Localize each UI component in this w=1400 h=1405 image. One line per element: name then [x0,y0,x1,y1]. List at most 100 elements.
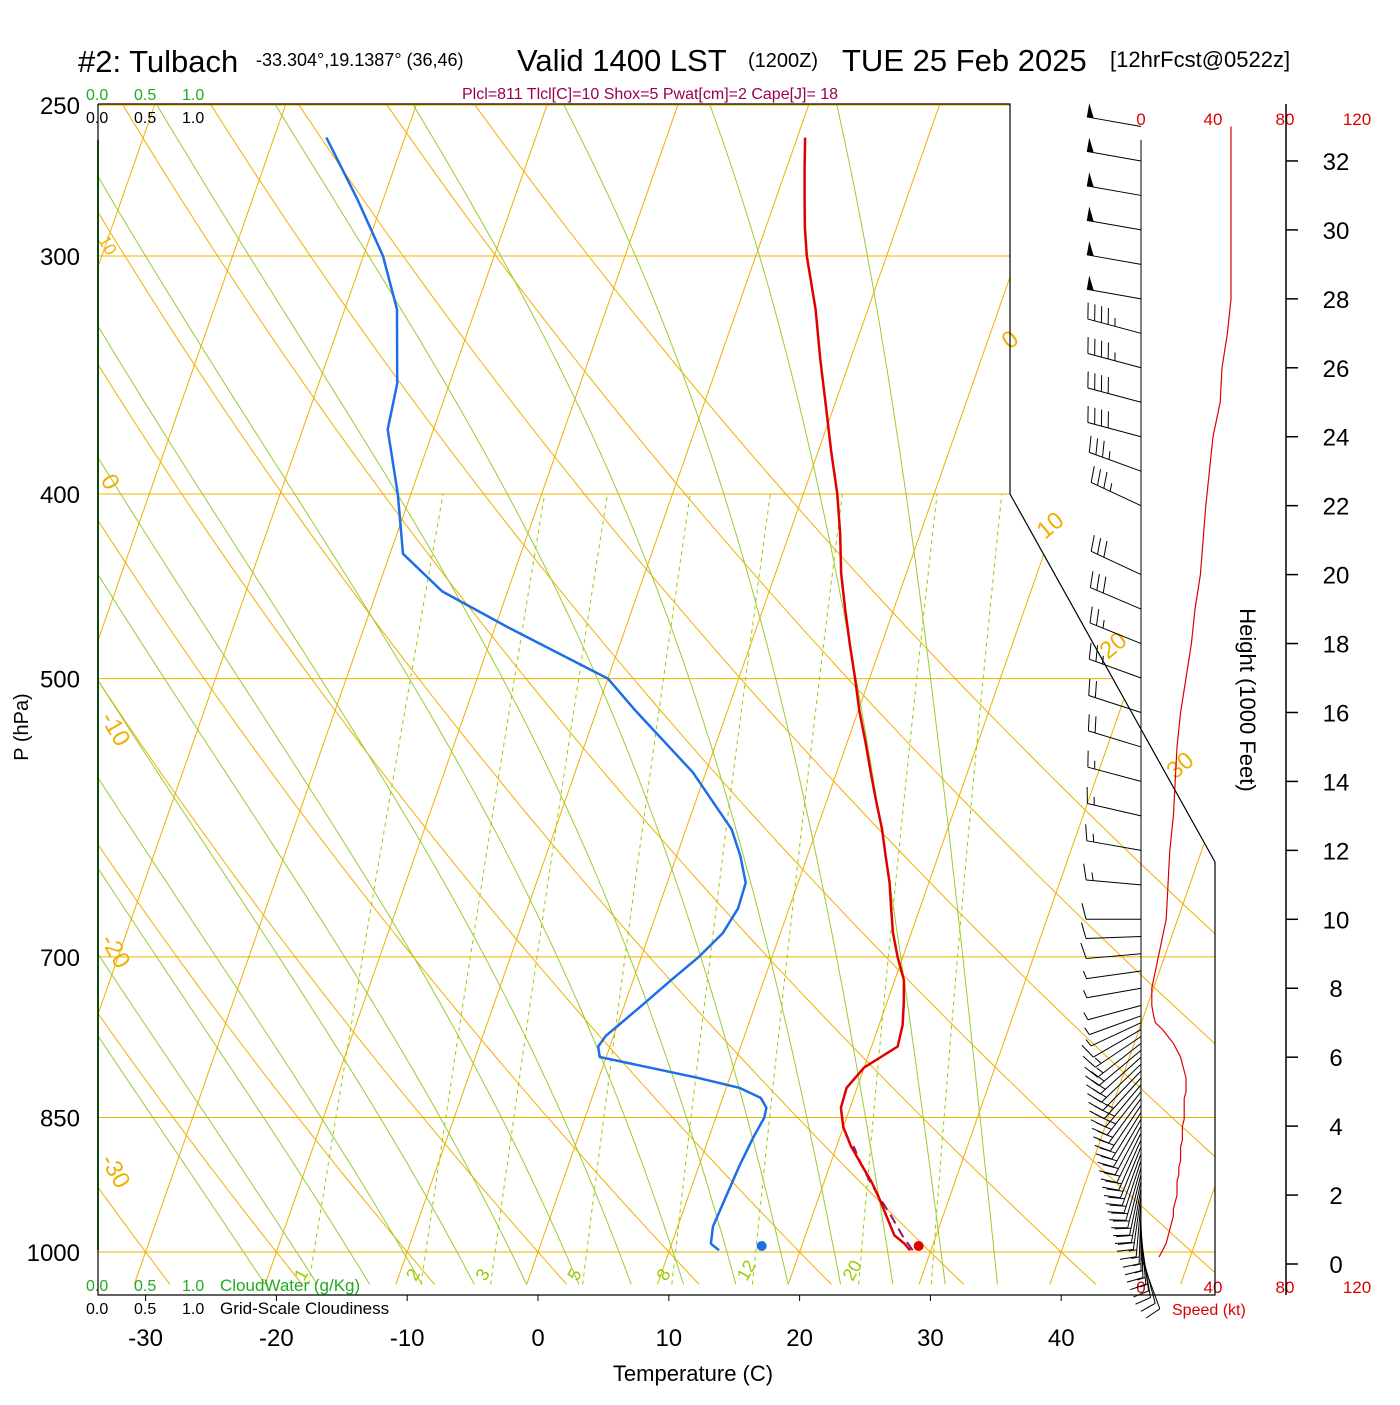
wind-barb-staff [1087,186,1141,196]
wind-barb-staff [1088,422,1141,436]
wind-barb-staff [1087,220,1141,230]
wind-barb-feather [1095,716,1096,732]
wind-barb-staff [1088,731,1141,747]
wind-barb-feather [1096,609,1098,625]
speed-profile-line [1152,127,1231,1258]
isotherm-line [1050,105,1400,1284]
utc-time: (1200Z) [748,50,818,72]
height-tick-label: 6 [1329,1045,1342,1072]
cloud-water-label: CloudWater (g/Kg) [220,1276,360,1295]
temperature-line [805,138,911,1251]
mixing-ratio-line [309,494,443,1284]
wind-barb-feather [1087,1094,1101,1103]
cloudiness-tick-bottom: 0.5 [134,1301,156,1318]
dry-adiabat-line [299,105,1360,1284]
moist-adiabat-line [413,105,840,1284]
mixing-ratio-line [583,494,691,1284]
wind-barb-feather [1103,577,1106,593]
mixing-ratio-line [672,494,771,1284]
wind-barb-feather [1146,1309,1160,1318]
height-tick-label: 30 [1323,218,1350,245]
wind-barb-feather [1083,1056,1095,1067]
sounding-profiles [326,138,923,1251]
wind-barb-staff [1086,937,1141,939]
wind-barb-staff [1087,255,1141,265]
wind-barb-feather [1141,1303,1155,1311]
wind-barb-feather [1109,1220,1125,1221]
wind-barb-feather [1097,469,1100,485]
wind-barb-staff [1089,1016,1141,1035]
wind-barb-feather [1098,1162,1114,1167]
speed-axis-title: Speed (kt) [1172,1302,1246,1319]
wind-barb-half-feather [1084,1013,1088,1020]
theta-label: 30 [1162,747,1200,785]
pressure-tick-label: 500 [40,667,80,694]
dewpoint-line [326,138,766,1251]
wind-barb-feather [1089,679,1090,695]
wind-barb-half-feather [1085,1028,1090,1035]
dry-adiabat-line [475,105,1400,1284]
x-tick-label: -30 [128,1325,163,1352]
speed-tick-bottom: 120 [1343,1278,1371,1297]
mixing-ratio-line [752,494,842,1284]
wind-barb-feather [1089,436,1091,452]
x-tick-label: -20 [259,1325,294,1352]
cloud-water-tick-bottom: 0.0 [86,1278,108,1295]
surface-temperature-dot [914,1241,924,1251]
speed-tick-bottom: 80 [1276,1278,1295,1297]
pressure-tick-label: 300 [40,244,80,271]
theta-label: 10 [1032,507,1070,545]
theta-label: 0 [95,470,125,495]
wind-barb-half-feather [1093,834,1094,842]
wind-barb-staff [1089,452,1141,471]
wind-barb-feather [1102,1165,1118,1169]
isotherm-line [396,105,809,1284]
moist-adiabat-line [57,105,684,1284]
pressure-tick-label: 400 [40,482,80,509]
cloudiness-tick-top: 1.0 [182,110,204,127]
wind-barb-staff [1090,588,1141,609]
wind-barb-staff [1088,388,1141,402]
height-tick-label: 8 [1329,976,1342,1003]
cloud-water-tick-top: 0.0 [86,87,108,104]
station-title: #2: Tulbach [78,44,238,79]
cloudiness-tick-bottom: 1.0 [182,1301,204,1318]
height-tick-label: 18 [1323,632,1350,659]
wind-barb-half-feather [1083,971,1086,979]
height-tick-label: 16 [1323,700,1350,727]
cloudiness-label: Grid-Scale Cloudiness [220,1299,389,1318]
wind-barb-feather [1082,903,1086,919]
mixing-ratio-label: 12 [733,1257,760,1284]
wind-barb-feather [1096,1154,1112,1159]
forecast-date: TUE 25 Feb 2025 [842,43,1087,78]
thermo-grid [0,105,1400,1284]
height-tick-label: 20 [1323,563,1350,590]
isotherm-line [1181,105,1400,1284]
wind-barb-feather [1086,1085,1100,1094]
wind-barb-feather [1091,466,1094,482]
moist-adiabat-line [0,105,579,1284]
cloud-water-tick-top: 0.5 [134,87,156,104]
wind-barb-half-feather [1095,1058,1101,1064]
wind-barb-feather [1089,1102,1103,1110]
x-axis-title: Temperature (C) [613,1361,773,1386]
x-tick-label: 10 [655,1325,682,1352]
isotherm-line [527,105,940,1284]
wind-panel: 0040408080120120024681012141618202224262… [1081,103,1371,1318]
isotherm-line [919,105,1332,1284]
wind-barb-staff [1100,1057,1141,1094]
x-tick-label: 30 [917,1325,944,1352]
moist-adiabat-line [710,105,945,1284]
moist-adiabat-line [837,105,998,1284]
pressure-tick-label: 850 [40,1106,80,1133]
speed-tick-bottom: 40 [1204,1278,1223,1297]
stability-indices: Plcl=811 Tlcl[C]=10 Shox=5 Pwat[cm]=2 Ca… [462,86,838,103]
wind-barb-pennant [1087,103,1094,118]
wind-barb-feather [1089,643,1091,659]
height-tick-label: 2 [1329,1183,1342,1210]
height-tick-label: 26 [1323,356,1350,383]
x-tick-label: 0 [531,1325,544,1352]
wind-barb-feather [1097,538,1100,554]
wind-barb-feather [1084,864,1087,880]
